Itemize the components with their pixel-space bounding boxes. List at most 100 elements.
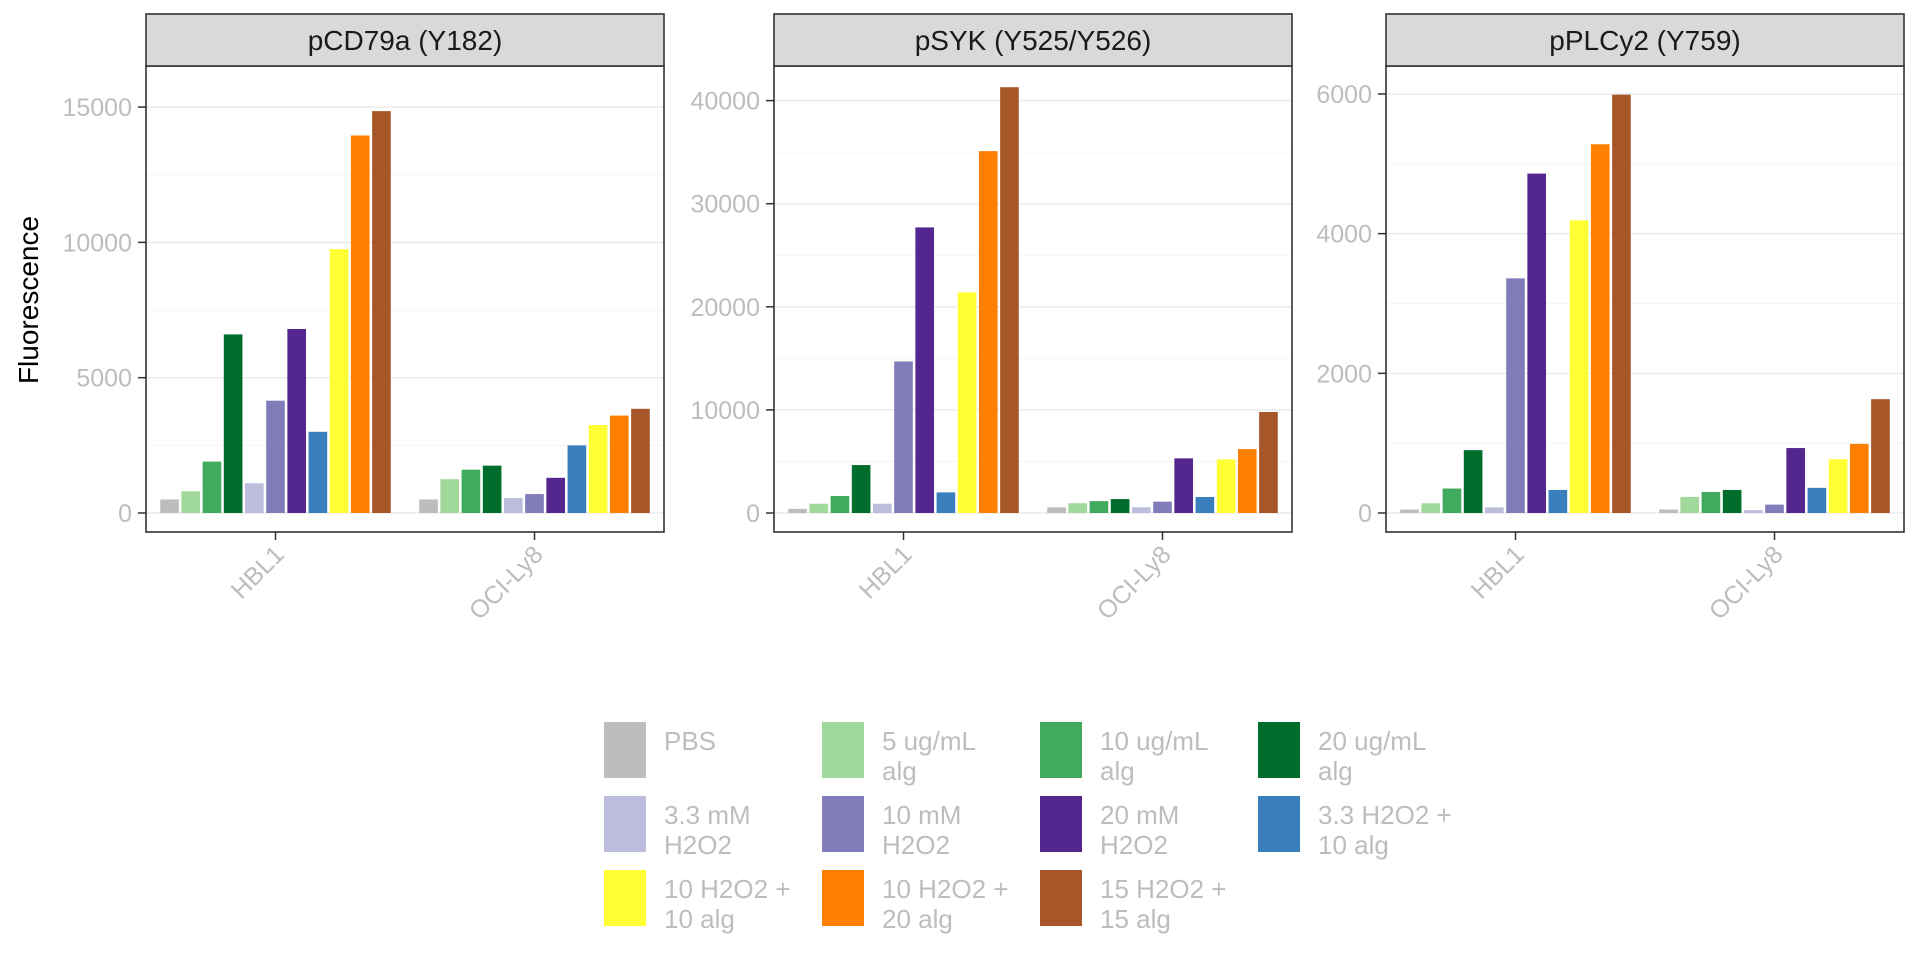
y-tick-label: 4000 [1316,221,1372,249]
bar [1400,509,1419,513]
x-tick-label: HBL1 [854,540,918,604]
bar [915,227,935,513]
bar [329,249,349,513]
legend-item: 10 H2O2 + 10 alg [604,870,824,934]
bar [525,494,544,513]
bar [1174,458,1194,513]
bar [1701,492,1721,513]
legend-label: 15 H2O2 + 15 alg [1100,874,1227,934]
bar [978,151,998,513]
legend-item: 3.3 H2O2 + 10 alg [1258,796,1478,860]
bar [1506,278,1525,513]
legend-item: 10 ug/mL alg [1040,722,1260,786]
legend-item: 15 H2O2 + 15 alg [1040,870,1260,934]
legend-item: 20 mM H2O2 [1040,796,1260,860]
bar [1195,497,1215,513]
bar [894,361,913,513]
bar [350,135,370,513]
bar [830,495,850,513]
bar [1569,220,1589,514]
bar [546,477,566,513]
bar [1259,411,1278,513]
y-tick-label: 40000 [690,88,760,116]
y-tick-label: 10000 [690,397,760,425]
legend-item: 10 H2O2 + 20 alg [822,870,1042,934]
bar [1680,496,1700,513]
y-tick-label: 15000 [62,94,132,122]
bar [1807,487,1827,513]
facet-title: pSYK (Y525/Y526) [915,25,1152,56]
legend-key [604,870,646,926]
facet-strip [1385,13,1905,67]
legend-label: PBS [664,726,717,756]
facet-title: pCD79a (Y182) [308,25,503,56]
bar [957,292,977,513]
y-tick-label: 0 [746,500,760,528]
bar [287,328,307,513]
legend: PBS 5 ug/mL alg 10 ug/mL alg 20 ug/mL alg 3.… [604,722,1604,942]
legend-key [822,870,864,926]
bar [1089,501,1109,513]
legend-label: 3.3 H2O2 + 10 alg [1318,800,1452,860]
x-tick-label: OCI-Ly8 [1704,540,1789,625]
bar [1047,507,1066,513]
legend-label: 20 mM H2O2 [1100,800,1180,860]
y-tick-label: 20000 [690,294,760,322]
legend-label: 20 ug/mL alg [1318,726,1427,786]
bar [1237,449,1257,513]
legend-key [604,796,646,852]
bar [1590,144,1610,513]
legend-label: 10 H2O2 + 10 alg [664,874,791,934]
bar [1849,443,1869,513]
bar [872,503,892,513]
bar [419,499,438,513]
legend-key [1040,796,1082,852]
bar [1131,507,1151,513]
legend-key [1258,796,1300,852]
y-tick-label: 30000 [690,191,760,219]
panel-border [773,65,1293,533]
legend-item: 3.3 mM H2O2 [604,796,824,860]
y-tick-label: 6000 [1316,81,1372,109]
bar [244,483,264,513]
bar [809,503,829,513]
bar [631,408,650,513]
bar [1484,507,1504,513]
panel-border [1385,65,1905,533]
bar [588,425,608,513]
y-tick-label: 10000 [62,229,132,257]
bar [567,445,587,513]
y-axis-title: Fluorescence [13,216,44,384]
legend-item: 5 ug/mL alg [822,722,1042,786]
bar [202,461,222,513]
y-tick-label: 5000 [76,365,132,393]
x-tick-label: OCI-Ly8 [1092,540,1177,625]
legend-key [1040,722,1082,778]
x-tick-label: HBL1 [226,540,290,604]
bar [1765,504,1784,513]
legend-label: 10 ug/mL alg [1100,726,1209,786]
bar [440,479,460,513]
bar [1786,448,1806,513]
legend-label: 3.3 mM H2O2 [664,800,751,860]
bar [851,465,871,513]
bar [609,415,629,513]
bar [1421,503,1441,513]
legend-label: 10 H2O2 + 20 alg [882,874,1009,934]
facet-strip [773,13,1293,67]
bar [1068,503,1088,513]
bar [503,498,523,513]
legend-key [1258,722,1300,778]
bar [1110,499,1130,513]
bar [372,111,391,513]
bar [1871,399,1890,513]
bar [1659,509,1678,513]
facet-title: pPLCy2 (Y759) [1549,25,1740,56]
bar [1722,489,1742,513]
facet-strip [145,13,665,67]
bar [223,334,243,513]
legend-label: 10 mM H2O2 [882,800,962,860]
bar [1828,459,1848,513]
legend-key [604,722,646,778]
bar [1153,501,1172,513]
